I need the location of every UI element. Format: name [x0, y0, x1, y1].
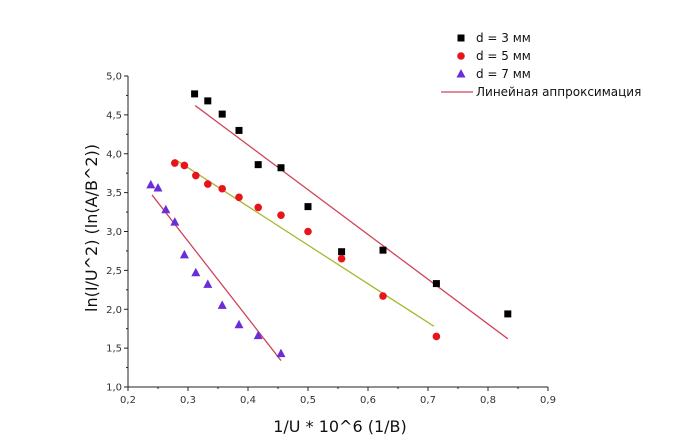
x-tick-label: 0,8: [480, 395, 496, 406]
x-tick-label: 0,7: [420, 395, 436, 406]
x-tick-label: 0,5: [300, 395, 316, 406]
y-tick-label: 3,5: [106, 188, 122, 199]
legend-label-series-2: d = 5 мм: [476, 49, 531, 63]
data-point-series-2: [337, 254, 346, 263]
data-point-series-2: [254, 203, 262, 212]
data-point-series-1: [254, 161, 262, 169]
data-point-series-3: [161, 204, 171, 214]
data-point-series-1: [379, 246, 387, 254]
legend-label-series-3: d = 7 мм: [476, 67, 531, 81]
data-point-series-3: [217, 300, 227, 309]
y-tick-label: 2,5: [106, 266, 122, 277]
data-point-series-2: [171, 159, 179, 167]
data-point-series-2: [180, 161, 189, 170]
legend-marker-series-1: [457, 34, 465, 42]
data-point-series-1: [204, 97, 212, 105]
x-tick-label: 0,3: [180, 395, 196, 406]
data-point-series-1: [338, 248, 346, 256]
data-point-series-3: [253, 330, 263, 340]
data-points: [146, 90, 512, 358]
fit-line-series-1: [194, 105, 509, 340]
data-point-series-3: [276, 348, 286, 358]
data-point-series-3: [179, 249, 189, 259]
y-tick-label: 2,0: [106, 305, 122, 316]
data-point-series-3: [170, 217, 180, 226]
legend: d = 3 мм d = 5 мм d = 7 мм Линейная аппрокс…: [441, 31, 641, 99]
x-axis-label: 1/U * 10^6 (1/B): [273, 417, 407, 436]
data-point-series-3: [153, 182, 163, 192]
y-tick-label: 4,5: [106, 110, 122, 121]
data-point-series-1: [218, 110, 226, 118]
data-point-series-2: [204, 180, 212, 188]
legend-marker-series-2: [457, 52, 465, 60]
data-point-series-1: [504, 310, 512, 318]
data-point-series-3: [234, 319, 244, 329]
data-point-series-2: [432, 332, 441, 341]
data-point-series-1: [304, 203, 312, 211]
x-tick-label: 0,2: [120, 395, 136, 406]
axes: 0,2 0,3 0,4 0,5 0,6 0,7 0,8 0,9 1,0 1,5 2,0 2,5 3,0 3…: [106, 72, 556, 407]
data-point-series-2: [379, 292, 387, 300]
y-axis-label: ln(I/U^2) (ln(A/B^2)): [82, 144, 101, 312]
y-tick-label: 5,0: [106, 72, 122, 83]
y-tick-label: 1,5: [106, 344, 122, 355]
data-point-series-1: [235, 126, 243, 134]
fit-line-series-3: [151, 194, 282, 361]
data-point-series-1: [432, 280, 440, 288]
data-point-series-2: [304, 227, 312, 236]
data-point-series-1: [191, 90, 199, 98]
legend-label-series-1: d = 3 мм: [476, 31, 531, 45]
fit-line-series-2: [174, 158, 435, 327]
data-point-series-1: [277, 164, 285, 172]
x-tick-label: 0,9: [540, 395, 556, 406]
fit-lines: [151, 105, 509, 361]
y-tick-label: 3,0: [106, 227, 122, 238]
data-point-series-2: [218, 184, 226, 193]
x-tick-label: 0,4: [240, 395, 256, 406]
data-point-series-2: [192, 171, 200, 180]
data-point-series-2: [235, 193, 243, 202]
data-point-series-3: [203, 279, 213, 288]
data-point-series-3: [191, 267, 201, 277]
data-point-series-2: [277, 211, 285, 219]
legend-marker-series-3: [456, 69, 466, 78]
y-tick-label: 1,0: [106, 383, 122, 394]
data-point-series-3: [146, 179, 156, 189]
x-tick-label: 0,6: [360, 395, 376, 406]
y-tick-label: 4,0: [106, 149, 122, 160]
legend-label-fit: Линейная аппроксимация: [476, 85, 641, 99]
